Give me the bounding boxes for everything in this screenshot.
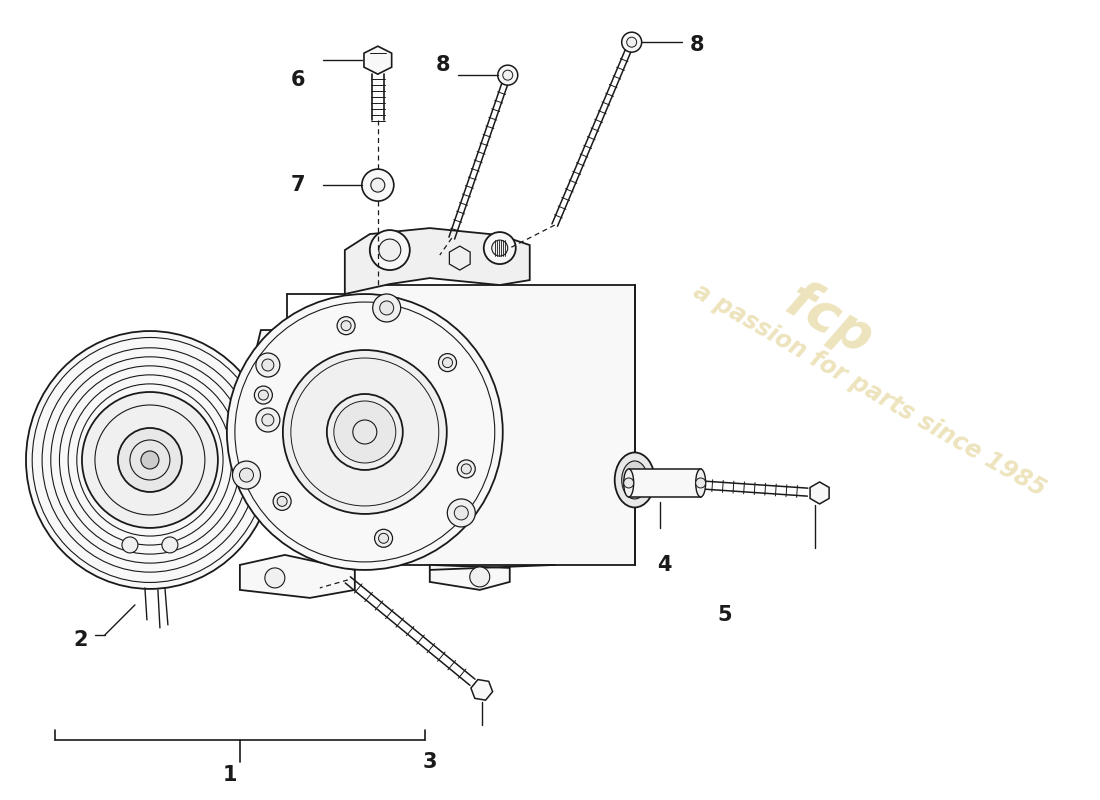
Polygon shape [629, 469, 701, 497]
Circle shape [273, 492, 292, 510]
Circle shape [492, 240, 508, 256]
Circle shape [333, 401, 396, 463]
Circle shape [337, 317, 355, 334]
Circle shape [341, 321, 351, 330]
Circle shape [122, 537, 138, 553]
Circle shape [448, 499, 475, 527]
Polygon shape [364, 46, 392, 74]
Circle shape [256, 408, 279, 432]
Circle shape [262, 414, 274, 426]
Circle shape [442, 358, 452, 367]
Ellipse shape [615, 453, 654, 507]
Circle shape [141, 451, 158, 469]
Circle shape [262, 359, 274, 371]
Circle shape [82, 392, 218, 528]
Circle shape [118, 428, 182, 492]
Text: 5: 5 [717, 605, 732, 625]
Circle shape [695, 478, 705, 488]
Polygon shape [471, 679, 493, 700]
Circle shape [370, 230, 410, 270]
Circle shape [95, 405, 205, 515]
Polygon shape [240, 555, 355, 598]
Circle shape [375, 530, 393, 547]
Circle shape [379, 301, 394, 315]
Polygon shape [355, 285, 635, 565]
Circle shape [232, 461, 261, 489]
Circle shape [378, 239, 400, 261]
Circle shape [503, 70, 513, 80]
Circle shape [624, 478, 634, 488]
Text: 8: 8 [436, 55, 450, 75]
Circle shape [362, 169, 394, 201]
Circle shape [458, 460, 475, 478]
Circle shape [353, 420, 377, 444]
Text: 2: 2 [74, 630, 88, 650]
Text: 7: 7 [290, 175, 305, 195]
Circle shape [484, 232, 516, 264]
Circle shape [265, 568, 285, 588]
Circle shape [283, 350, 447, 514]
Text: a passion for parts since 1985: a passion for parts since 1985 [690, 279, 1050, 501]
Text: 3: 3 [422, 752, 437, 772]
Circle shape [461, 464, 471, 474]
Ellipse shape [26, 331, 274, 589]
Circle shape [227, 294, 503, 570]
Circle shape [327, 394, 403, 470]
Circle shape [454, 506, 469, 520]
Circle shape [258, 390, 268, 400]
Ellipse shape [695, 469, 705, 497]
Circle shape [498, 65, 518, 85]
Circle shape [162, 537, 178, 553]
Circle shape [439, 354, 456, 371]
Polygon shape [255, 330, 287, 455]
Circle shape [277, 496, 287, 506]
Ellipse shape [624, 469, 634, 497]
Text: 8: 8 [690, 35, 704, 55]
Circle shape [254, 386, 273, 404]
Polygon shape [344, 228, 530, 294]
Ellipse shape [621, 461, 648, 499]
Circle shape [378, 534, 388, 543]
Text: 4: 4 [658, 555, 672, 575]
Circle shape [470, 567, 490, 587]
Circle shape [256, 353, 279, 377]
Circle shape [621, 32, 641, 52]
Text: 1: 1 [222, 765, 238, 785]
Polygon shape [430, 565, 509, 590]
Circle shape [373, 294, 400, 322]
Text: fcp: fcp [777, 274, 882, 366]
Polygon shape [810, 482, 829, 504]
Circle shape [130, 440, 169, 480]
Text: 6: 6 [290, 70, 305, 90]
Polygon shape [450, 246, 470, 270]
Circle shape [371, 178, 385, 192]
Circle shape [627, 37, 637, 47]
Circle shape [240, 468, 253, 482]
